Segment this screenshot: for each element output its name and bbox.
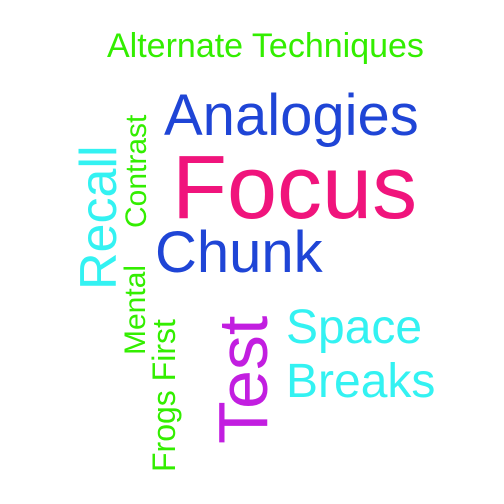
word-alternate-techniques: Alternate Techniques bbox=[107, 27, 424, 65]
word-chunk: Chunk bbox=[155, 220, 323, 285]
word-analogies: Analogies bbox=[164, 83, 419, 148]
word-test: Test bbox=[204, 315, 282, 444]
word-space: Space bbox=[286, 301, 423, 354]
word-breaks: Breaks bbox=[286, 355, 436, 408]
word-focus: Focus bbox=[172, 138, 418, 238]
word-recall: Recall bbox=[70, 145, 128, 291]
word-frogs-first: Frogs First bbox=[146, 319, 182, 472]
